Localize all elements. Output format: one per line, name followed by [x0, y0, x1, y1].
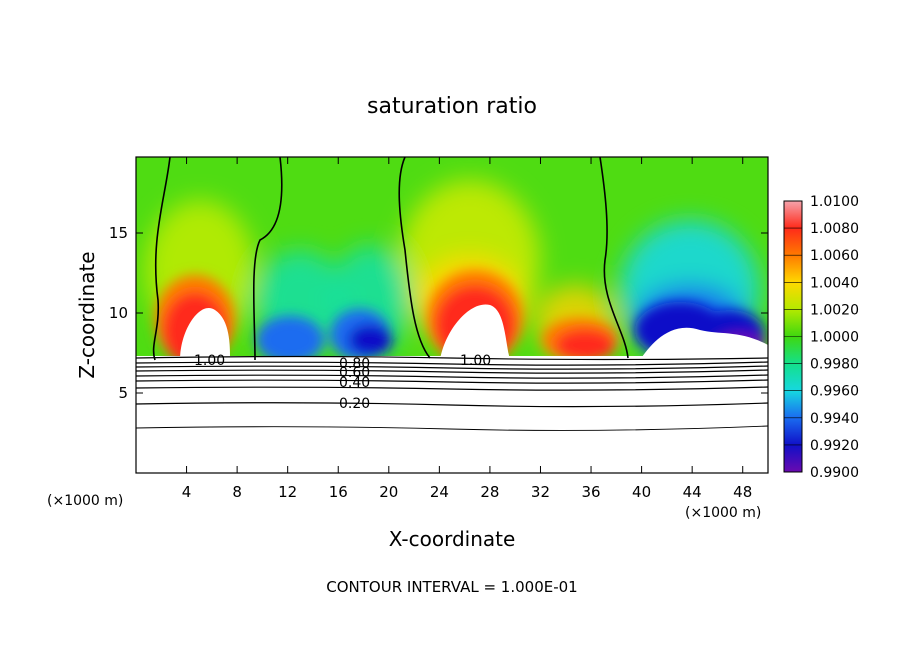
y-tick-label: 10 [109, 304, 128, 322]
dome-right [640, 327, 768, 360]
x-unit-left: (×1000 m) [47, 493, 123, 509]
colorbar-ticks: 1.0100 1.0080 1.0060 1.0040 1.0020 1.0000 0.99… [784, 194, 859, 481]
dome-left [180, 308, 230, 360]
colorbar-label: 1.0020 [810, 302, 859, 318]
colorbar-label: 1.0100 [810, 194, 859, 210]
x-axis-label: X-coordinate [389, 527, 516, 551]
y-tick-label: 15 [109, 224, 128, 242]
plot-frame [135, 156, 769, 474]
contour-label: 0.80 [339, 356, 370, 372]
contour-label: 1.00 [194, 353, 225, 369]
x-tick-label: 24 [430, 483, 449, 501]
x-tick-label: 28 [480, 483, 499, 501]
y-axis-ticks: 5 10 15 [109, 224, 768, 402]
colorbar-label: 0.9900 [810, 465, 859, 481]
colorbar-label: 0.9920 [810, 438, 859, 454]
x-tick-label: 20 [379, 483, 398, 501]
x-tick-label: 44 [683, 483, 702, 501]
colorbar-label: 0.9980 [810, 357, 859, 373]
chart-title: saturation ratio [367, 94, 537, 119]
contour-interval-footer: CONTOUR INTERVAL = 1.000E-01 [326, 578, 577, 596]
y-axis-label: Z-coordinate [75, 251, 99, 378]
contour-label: 0.20 [339, 396, 370, 412]
x-tick-label: 32 [531, 483, 550, 501]
x-tick-label: 36 [581, 483, 600, 501]
colorbar-label: 0.9960 [810, 384, 859, 400]
dome-center [440, 304, 510, 360]
colorbar-label: 1.0060 [810, 248, 859, 264]
x-unit-right: (×1000 m) [685, 505, 761, 521]
colorbar-label: 1.0080 [810, 221, 859, 237]
contour-label: 0.60 [339, 365, 370, 381]
colorbar-label: 1.0040 [810, 275, 859, 291]
x-tick-label: 8 [232, 483, 242, 501]
x-tick-label: 4 [182, 483, 192, 501]
x-tick-label: 48 [733, 483, 752, 501]
contour-label: 0.40 [339, 375, 370, 391]
plot-area [136, 157, 768, 473]
x-axis-ticks: 4 8 12 16 20 24 28 32 36 40 44 48 [182, 157, 752, 501]
contour-label-layer: 1.00 0.80 0.60 0.40 0.20 1.00 [194, 353, 491, 412]
colorbar-label: 0.9940 [810, 411, 859, 427]
y-tick-label: 5 [118, 384, 128, 402]
subsaturated-layer [136, 356, 768, 473]
x-tick-label: 12 [278, 483, 297, 501]
contour-lines [136, 355, 768, 431]
colorbar-label: 1.0000 [810, 330, 859, 346]
unity-contours [152, 157, 629, 361]
contour-label: 1.00 [460, 353, 491, 369]
x-tick-label: 40 [632, 483, 651, 501]
x-tick-label: 16 [329, 483, 348, 501]
